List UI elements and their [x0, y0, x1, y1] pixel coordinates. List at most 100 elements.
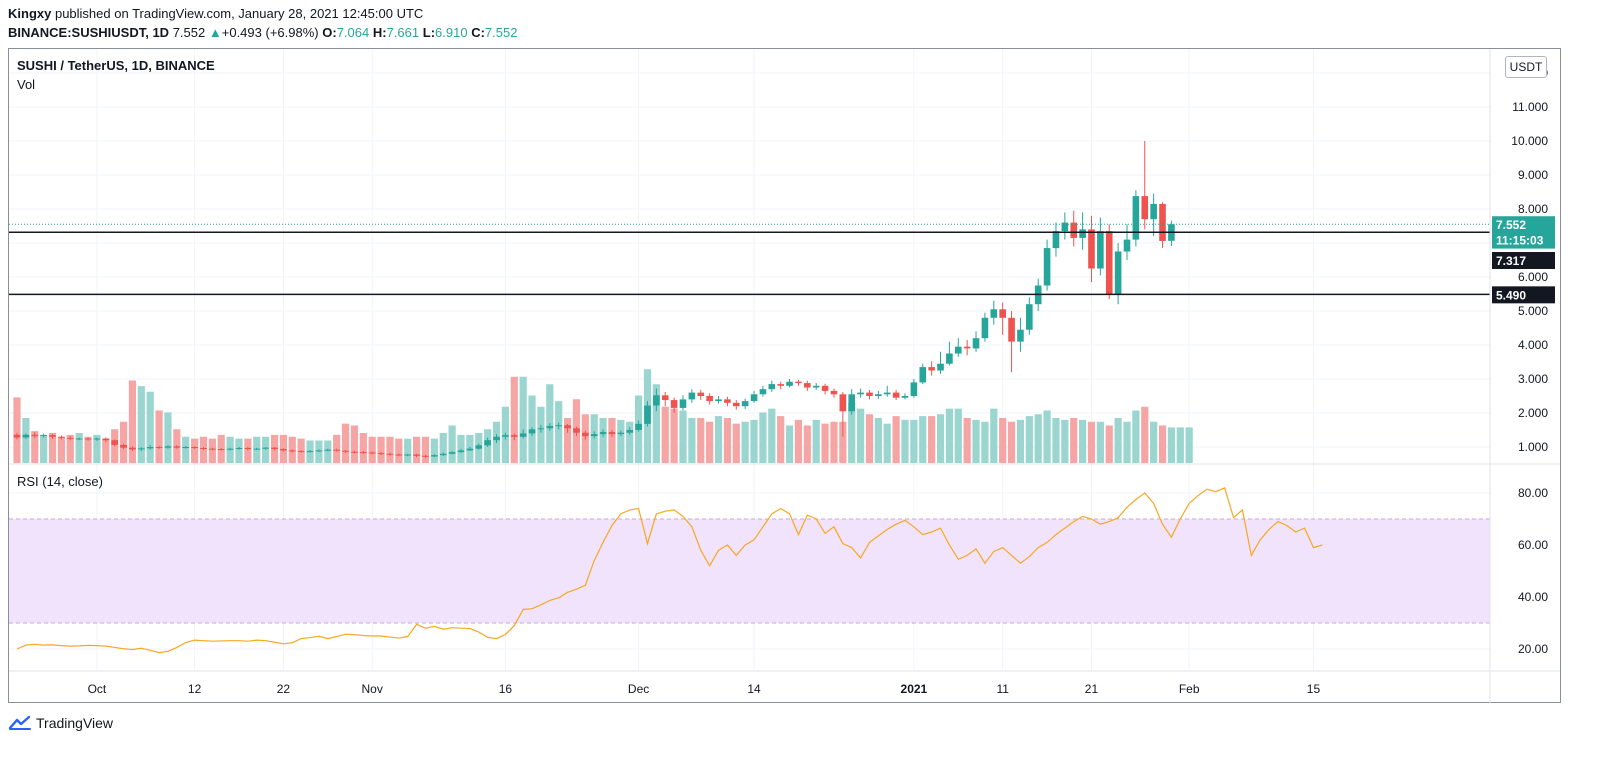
candle-body	[164, 446, 172, 448]
candle-body	[1105, 231, 1113, 295]
price-change: +0.493 (+6.98%)	[221, 25, 319, 40]
volume-bar	[697, 418, 705, 463]
low-value: 6.910	[435, 25, 468, 40]
price-tick-label: 4.000	[1518, 338, 1548, 352]
volume-bar	[901, 419, 909, 463]
candle-body	[857, 392, 864, 395]
candle-body	[644, 405, 651, 424]
close-value: 7.552	[484, 25, 518, 40]
candle-body	[1150, 203, 1157, 220]
candle-body	[812, 385, 820, 388]
candle-body	[120, 444, 127, 448]
volume-bar	[430, 438, 438, 463]
candle-body	[732, 402, 740, 407]
price-label-box	[1492, 286, 1555, 304]
volume-bar	[448, 425, 456, 463]
volume-bar	[413, 436, 421, 463]
volume-bar	[679, 410, 687, 463]
volume-bar	[164, 412, 172, 463]
candle-body	[368, 452, 376, 454]
volume-bar	[990, 408, 998, 463]
candle-body	[839, 394, 847, 412]
candle-body	[66, 437, 74, 439]
volume-bar	[1176, 427, 1184, 463]
candle-body	[537, 428, 545, 430]
candle-body	[182, 447, 190, 448]
candle-body	[280, 449, 287, 451]
volume-bar	[830, 421, 838, 463]
volume-bar	[865, 414, 874, 463]
volume-bar	[1167, 427, 1175, 463]
candle-body	[679, 399, 687, 408]
candle-body	[573, 428, 580, 433]
volume-bar	[617, 419, 625, 463]
volume-bar	[1158, 425, 1167, 463]
candle-body	[555, 425, 562, 427]
candle-body	[395, 454, 403, 456]
publish-line: Kingxy published on TradingView.com, Jan…	[8, 6, 423, 21]
candle-body	[617, 432, 625, 435]
volume-bar	[386, 436, 394, 463]
date-tick-label: Dec	[628, 682, 649, 696]
volume-bar	[13, 397, 21, 463]
volume-bar	[590, 414, 598, 463]
candle-body	[1043, 248, 1051, 286]
candle-body	[777, 384, 784, 386]
candle-body	[351, 451, 358, 453]
candle-body	[324, 449, 332, 451]
candle-body	[892, 392, 900, 398]
candle-body	[111, 440, 118, 445]
candle-body	[457, 450, 465, 453]
volume-bar	[1150, 421, 1158, 463]
price-tick-label: 1.000	[1518, 440, 1548, 454]
candle-body	[528, 429, 536, 434]
date-tick-label: 15	[1307, 682, 1321, 696]
volume-bar	[821, 423, 829, 463]
candle-body	[253, 448, 261, 450]
volume-bar	[981, 421, 989, 463]
volume-bar	[599, 418, 607, 463]
candle-body	[972, 338, 980, 349]
date-tick-label: 12	[188, 682, 202, 696]
candle-body	[209, 448, 216, 450]
volume-bar	[128, 380, 137, 463]
candle-body	[1088, 229, 1095, 269]
volume-bar	[119, 421, 128, 463]
footer-brand[interactable]: TradingView	[8, 713, 113, 733]
candle-body	[288, 450, 296, 452]
volume-bar	[439, 433, 447, 463]
volume-bar	[1034, 414, 1042, 463]
rsi-tick-label: 20.00	[1518, 642, 1548, 656]
volume-bar	[1114, 418, 1122, 463]
candle-body	[1141, 196, 1149, 220]
candle-body	[795, 381, 802, 384]
candle-body	[342, 450, 349, 452]
candle-body	[954, 346, 962, 354]
volume-bar	[404, 438, 412, 463]
candle-body	[377, 453, 385, 455]
volume-bar	[1096, 421, 1104, 463]
volume-bar	[208, 438, 216, 463]
candle-body	[244, 448, 252, 450]
volume-bar	[1007, 421, 1016, 463]
price-tick-label: 9.000	[1518, 168, 1548, 182]
candle-body	[804, 383, 811, 388]
candle-body	[84, 438, 92, 440]
volume-bar	[661, 406, 669, 463]
candle-body	[875, 394, 882, 396]
candle-body	[1070, 222, 1078, 238]
candle-body	[653, 395, 660, 406]
rsi-tick-label: 60.00	[1518, 538, 1548, 552]
volume-bar	[1061, 419, 1069, 463]
currency-button[interactable]: USDT	[1505, 56, 1547, 78]
candle-body	[697, 392, 705, 396]
volume-bar	[146, 391, 154, 463]
price-tick-label: 3.000	[1518, 372, 1548, 386]
volume-bar	[93, 434, 101, 463]
candle-body	[1159, 203, 1166, 241]
price-label-box	[1492, 216, 1555, 234]
volume-bar	[910, 419, 918, 463]
volume-bar	[421, 436, 430, 463]
candle-body	[155, 447, 163, 448]
